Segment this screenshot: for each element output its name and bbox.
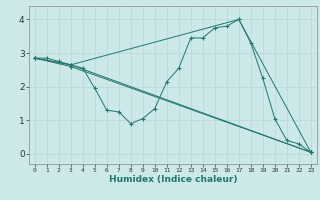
X-axis label: Humidex (Indice chaleur): Humidex (Indice chaleur) <box>108 175 237 184</box>
